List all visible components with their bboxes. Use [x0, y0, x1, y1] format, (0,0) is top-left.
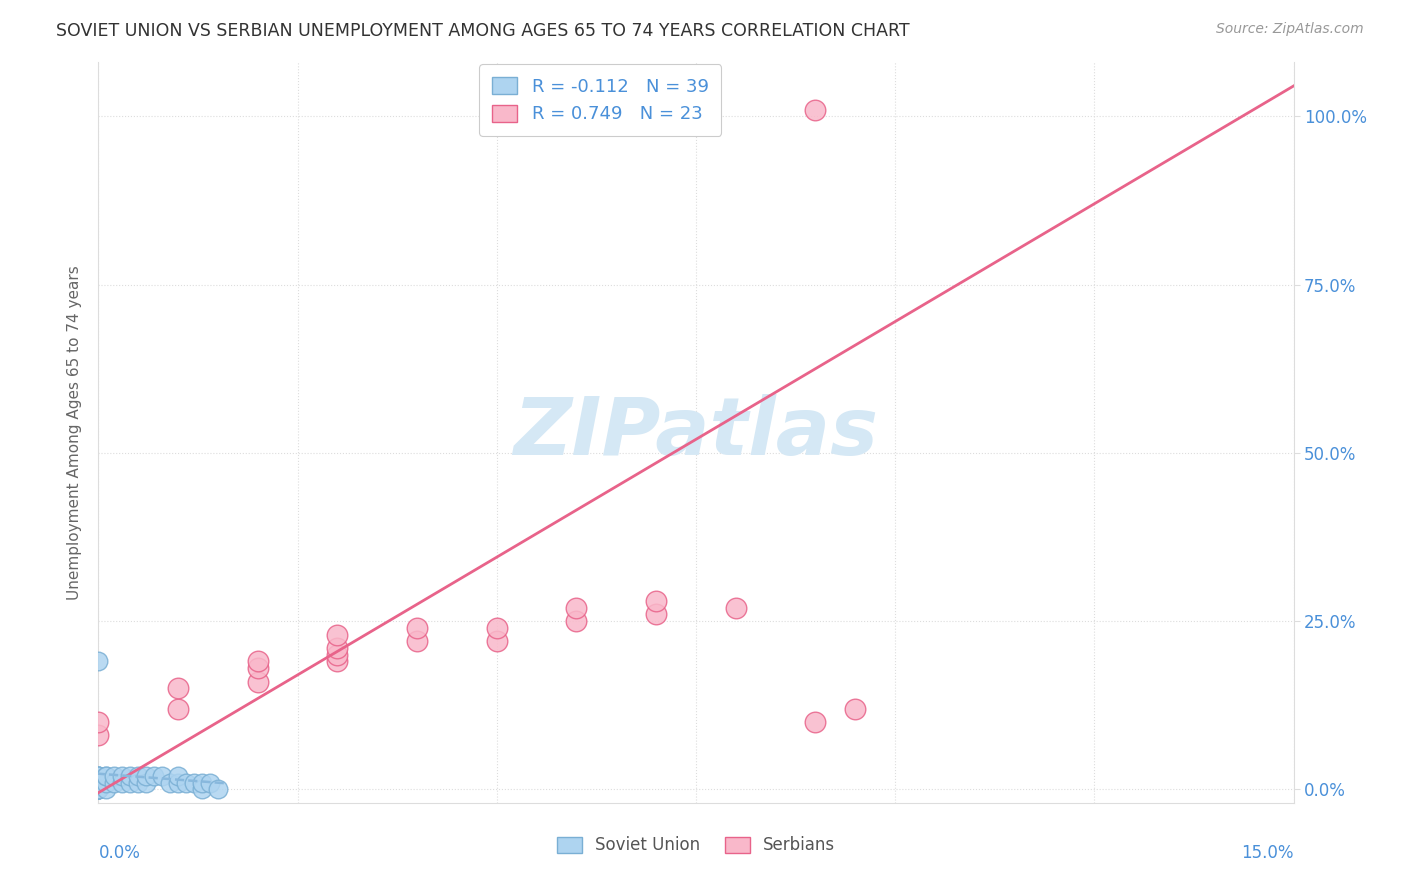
- Point: [87, 782, 110, 797]
- Point: [103, 769, 125, 783]
- Point: [87, 655, 110, 669]
- Point: [87, 714, 110, 729]
- Point: [246, 674, 269, 689]
- Point: [135, 775, 157, 789]
- Point: [87, 782, 110, 797]
- Point: [167, 775, 190, 789]
- Point: [565, 600, 588, 615]
- Point: [96, 782, 118, 797]
- Point: [127, 775, 149, 789]
- Point: [87, 782, 110, 797]
- Y-axis label: Unemployment Among Ages 65 to 74 years: Unemployment Among Ages 65 to 74 years: [67, 265, 83, 600]
- Point: [87, 775, 110, 789]
- Text: ZIPatlas: ZIPatlas: [513, 393, 879, 472]
- Point: [246, 655, 269, 669]
- Point: [326, 655, 349, 669]
- Point: [135, 769, 157, 783]
- Point: [174, 775, 197, 789]
- Point: [87, 782, 110, 797]
- Point: [111, 769, 134, 783]
- Text: SOVIET UNION VS SERBIAN UNEMPLOYMENT AMONG AGES 65 TO 74 YEARS CORRELATION CHART: SOVIET UNION VS SERBIAN UNEMPLOYMENT AMO…: [56, 22, 910, 40]
- Point: [120, 769, 142, 783]
- Point: [103, 775, 125, 789]
- Point: [127, 769, 149, 783]
- Text: 15.0%: 15.0%: [1241, 844, 1294, 862]
- Point: [167, 681, 190, 696]
- Point: [406, 621, 429, 635]
- Point: [87, 782, 110, 797]
- Point: [645, 607, 668, 622]
- Point: [167, 769, 190, 783]
- Point: [87, 775, 110, 789]
- Point: [485, 634, 508, 648]
- Point: [246, 661, 269, 675]
- Point: [804, 714, 827, 729]
- Point: [804, 103, 827, 117]
- Point: [183, 775, 205, 789]
- Point: [150, 769, 173, 783]
- Point: [326, 627, 349, 641]
- Text: Source: ZipAtlas.com: Source: ZipAtlas.com: [1216, 22, 1364, 37]
- Point: [87, 769, 110, 783]
- Point: [645, 594, 668, 608]
- Point: [191, 782, 214, 797]
- Point: [406, 634, 429, 648]
- Point: [167, 701, 190, 715]
- Point: [96, 775, 118, 789]
- Point: [87, 769, 110, 783]
- Point: [159, 775, 181, 789]
- Point: [111, 775, 134, 789]
- Point: [198, 775, 221, 789]
- Point: [87, 769, 110, 783]
- Point: [565, 614, 588, 628]
- Point: [844, 701, 866, 715]
- Point: [143, 769, 166, 783]
- Point: [87, 782, 110, 797]
- Point: [326, 648, 349, 662]
- Point: [207, 782, 229, 797]
- Point: [87, 775, 110, 789]
- Point: [87, 769, 110, 783]
- Point: [87, 729, 110, 743]
- Point: [96, 769, 118, 783]
- Point: [191, 775, 214, 789]
- Legend: Soviet Union, Serbians: Soviet Union, Serbians: [550, 830, 842, 861]
- Point: [485, 621, 508, 635]
- Point: [326, 640, 349, 655]
- Text: 0.0%: 0.0%: [98, 844, 141, 862]
- Point: [724, 600, 747, 615]
- Point: [96, 769, 118, 783]
- Point: [120, 775, 142, 789]
